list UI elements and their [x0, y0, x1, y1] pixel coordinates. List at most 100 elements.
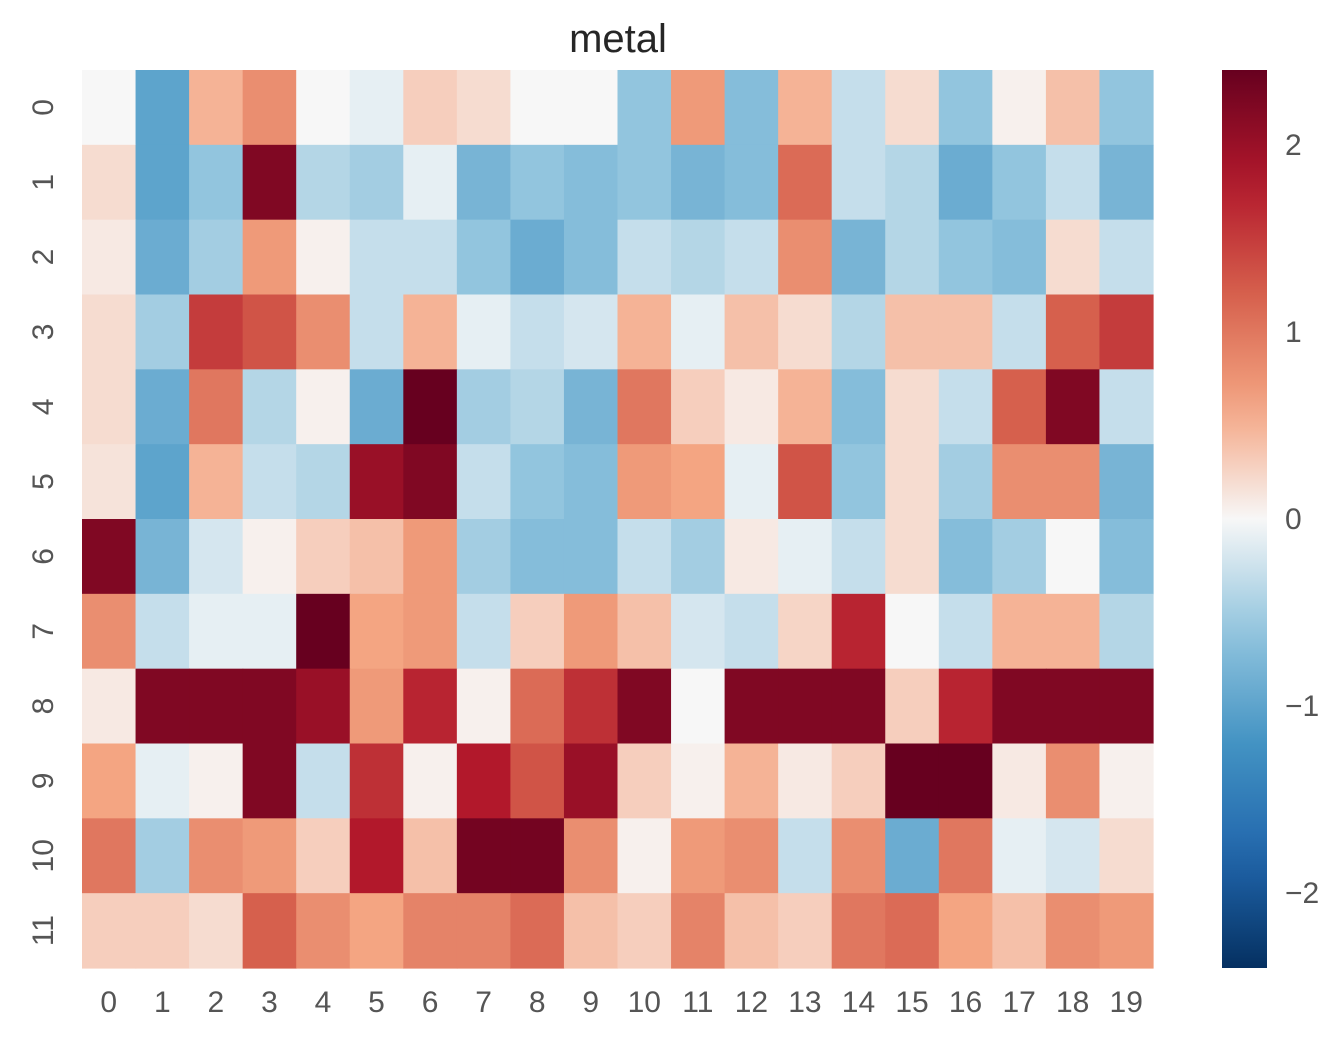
heatmap-cell: [778, 519, 833, 595]
heatmap-cell: [885, 144, 940, 221]
heatmap-cell: [1099, 369, 1154, 445]
heatmap-cell: [938, 70, 993, 146]
heatmap-cell: [135, 519, 190, 595]
heatmap-cell: [617, 144, 672, 221]
heatmap-cell: [242, 219, 297, 296]
heatmap-cell: [831, 593, 886, 670]
y-tick-label: 3: [27, 324, 60, 341]
heatmap-cell: [724, 444, 779, 520]
heatmap-cell: [189, 893, 244, 969]
heatmap-cell: [189, 818, 244, 894]
heatmap-cell: [724, 70, 779, 146]
heatmap-cell: [189, 294, 244, 370]
heatmap-cell: [456, 369, 511, 445]
heatmap-cell: [510, 743, 565, 819]
heatmap-cell: [831, 294, 886, 370]
heatmap-cell: [671, 294, 726, 370]
chart-title: metal: [569, 17, 667, 61]
heatmap-cell: [510, 593, 565, 670]
heatmap-cell: [831, 668, 886, 745]
heatmap-cell: [242, 519, 297, 595]
heatmap-cell: [724, 593, 779, 670]
heatmap-cell: [510, 893, 565, 969]
heatmap-cell: [135, 818, 190, 894]
heatmap-cell: [563, 893, 619, 969]
heatmap-cell: [617, 369, 672, 445]
heatmap-cell: [189, 743, 244, 819]
heatmap-cell: [563, 444, 619, 520]
x-tick-label: 4: [315, 986, 332, 1019]
heatmap-cell: [296, 668, 351, 745]
heatmap-cell: [938, 593, 993, 670]
x-tick-label: 14: [842, 986, 875, 1019]
heatmap-cell: [349, 743, 404, 819]
heatmap-cell: [563, 593, 619, 670]
heatmap-cell: [82, 444, 137, 520]
heatmap-cell: [1045, 743, 1101, 819]
heatmap-cell: [885, 294, 940, 370]
heatmap-cell: [82, 668, 137, 745]
colorbar-tick-labels: 2 1 0 −1 −2: [1285, 129, 1319, 910]
heatmap-cell: [831, 743, 886, 819]
x-tick-label: 13: [788, 986, 821, 1019]
heatmap-cell: [510, 144, 565, 221]
heatmap-cell: [242, 893, 297, 969]
y-tick-label: 9: [27, 773, 60, 790]
x-tick-label: 16: [949, 986, 982, 1019]
heatmap-cell: [938, 144, 993, 221]
heatmap-cell: [1045, 144, 1101, 221]
heatmap-cell: [403, 893, 458, 969]
heatmap-cell: [617, 294, 672, 370]
heatmap-cell: [831, 369, 886, 445]
heatmap-cell: [831, 219, 886, 296]
heatmap-cell: [563, 144, 619, 221]
heatmap-cell: [1045, 369, 1101, 445]
heatmap-cell: [885, 668, 940, 745]
x-tick-label: 12: [735, 986, 768, 1019]
heatmap-cell: [992, 668, 1047, 745]
heatmap-cell: [456, 818, 511, 894]
heatmap-cell: [135, 593, 190, 670]
heatmap-cell: [1045, 818, 1101, 894]
heatmap-cell: [724, 519, 779, 595]
heatmap-cell: [242, 144, 297, 221]
heatmap-cell: [403, 444, 458, 520]
heatmap-cell: [885, 70, 940, 146]
colorbar-tick-label: 0: [1285, 503, 1302, 536]
heatmap-cell: [135, 444, 190, 520]
colorbar-tick-label: −2: [1285, 877, 1319, 910]
heatmap-cell: [992, 294, 1047, 370]
heatmap-cell: [1099, 294, 1154, 370]
heatmap-cell: [724, 893, 779, 969]
heatmap-cell: [403, 144, 458, 221]
heatmap-cell: [938, 668, 993, 745]
y-tick-label: 10: [27, 839, 60, 872]
heatmap-cell: [189, 369, 244, 445]
heatmap-cell: [456, 144, 511, 221]
heatmap-cell: [82, 144, 137, 221]
heatmap-cell: [82, 893, 137, 969]
heatmap-cell: [617, 519, 672, 595]
heatmap-cell: [189, 668, 244, 745]
heatmap-cell: [617, 668, 672, 745]
heatmap-cell: [403, 743, 458, 819]
heatmap-cell: [1045, 219, 1101, 296]
y-tick-label: 1: [27, 174, 60, 191]
y-tick-label: 2: [27, 249, 60, 266]
heatmap-cell: [135, 743, 190, 819]
heatmap-cell: [992, 743, 1047, 819]
heatmap-cell: [242, 818, 297, 894]
y-tick-label: 8: [27, 698, 60, 715]
heatmap-cell: [1099, 668, 1154, 745]
heatmap-cell: [563, 70, 619, 146]
heatmap-cell: [349, 593, 404, 670]
heatmap-cell: [831, 519, 886, 595]
heatmap-cell: [778, 219, 833, 296]
heatmap-cell: [135, 294, 190, 370]
heatmap-cell: [885, 893, 940, 969]
x-tick-label: 5: [368, 986, 385, 1019]
y-tick-label: 5: [27, 473, 60, 490]
heatmap-cell: [1099, 70, 1154, 146]
heatmap-cell: [135, 369, 190, 445]
x-tick-label: 9: [582, 986, 599, 1019]
